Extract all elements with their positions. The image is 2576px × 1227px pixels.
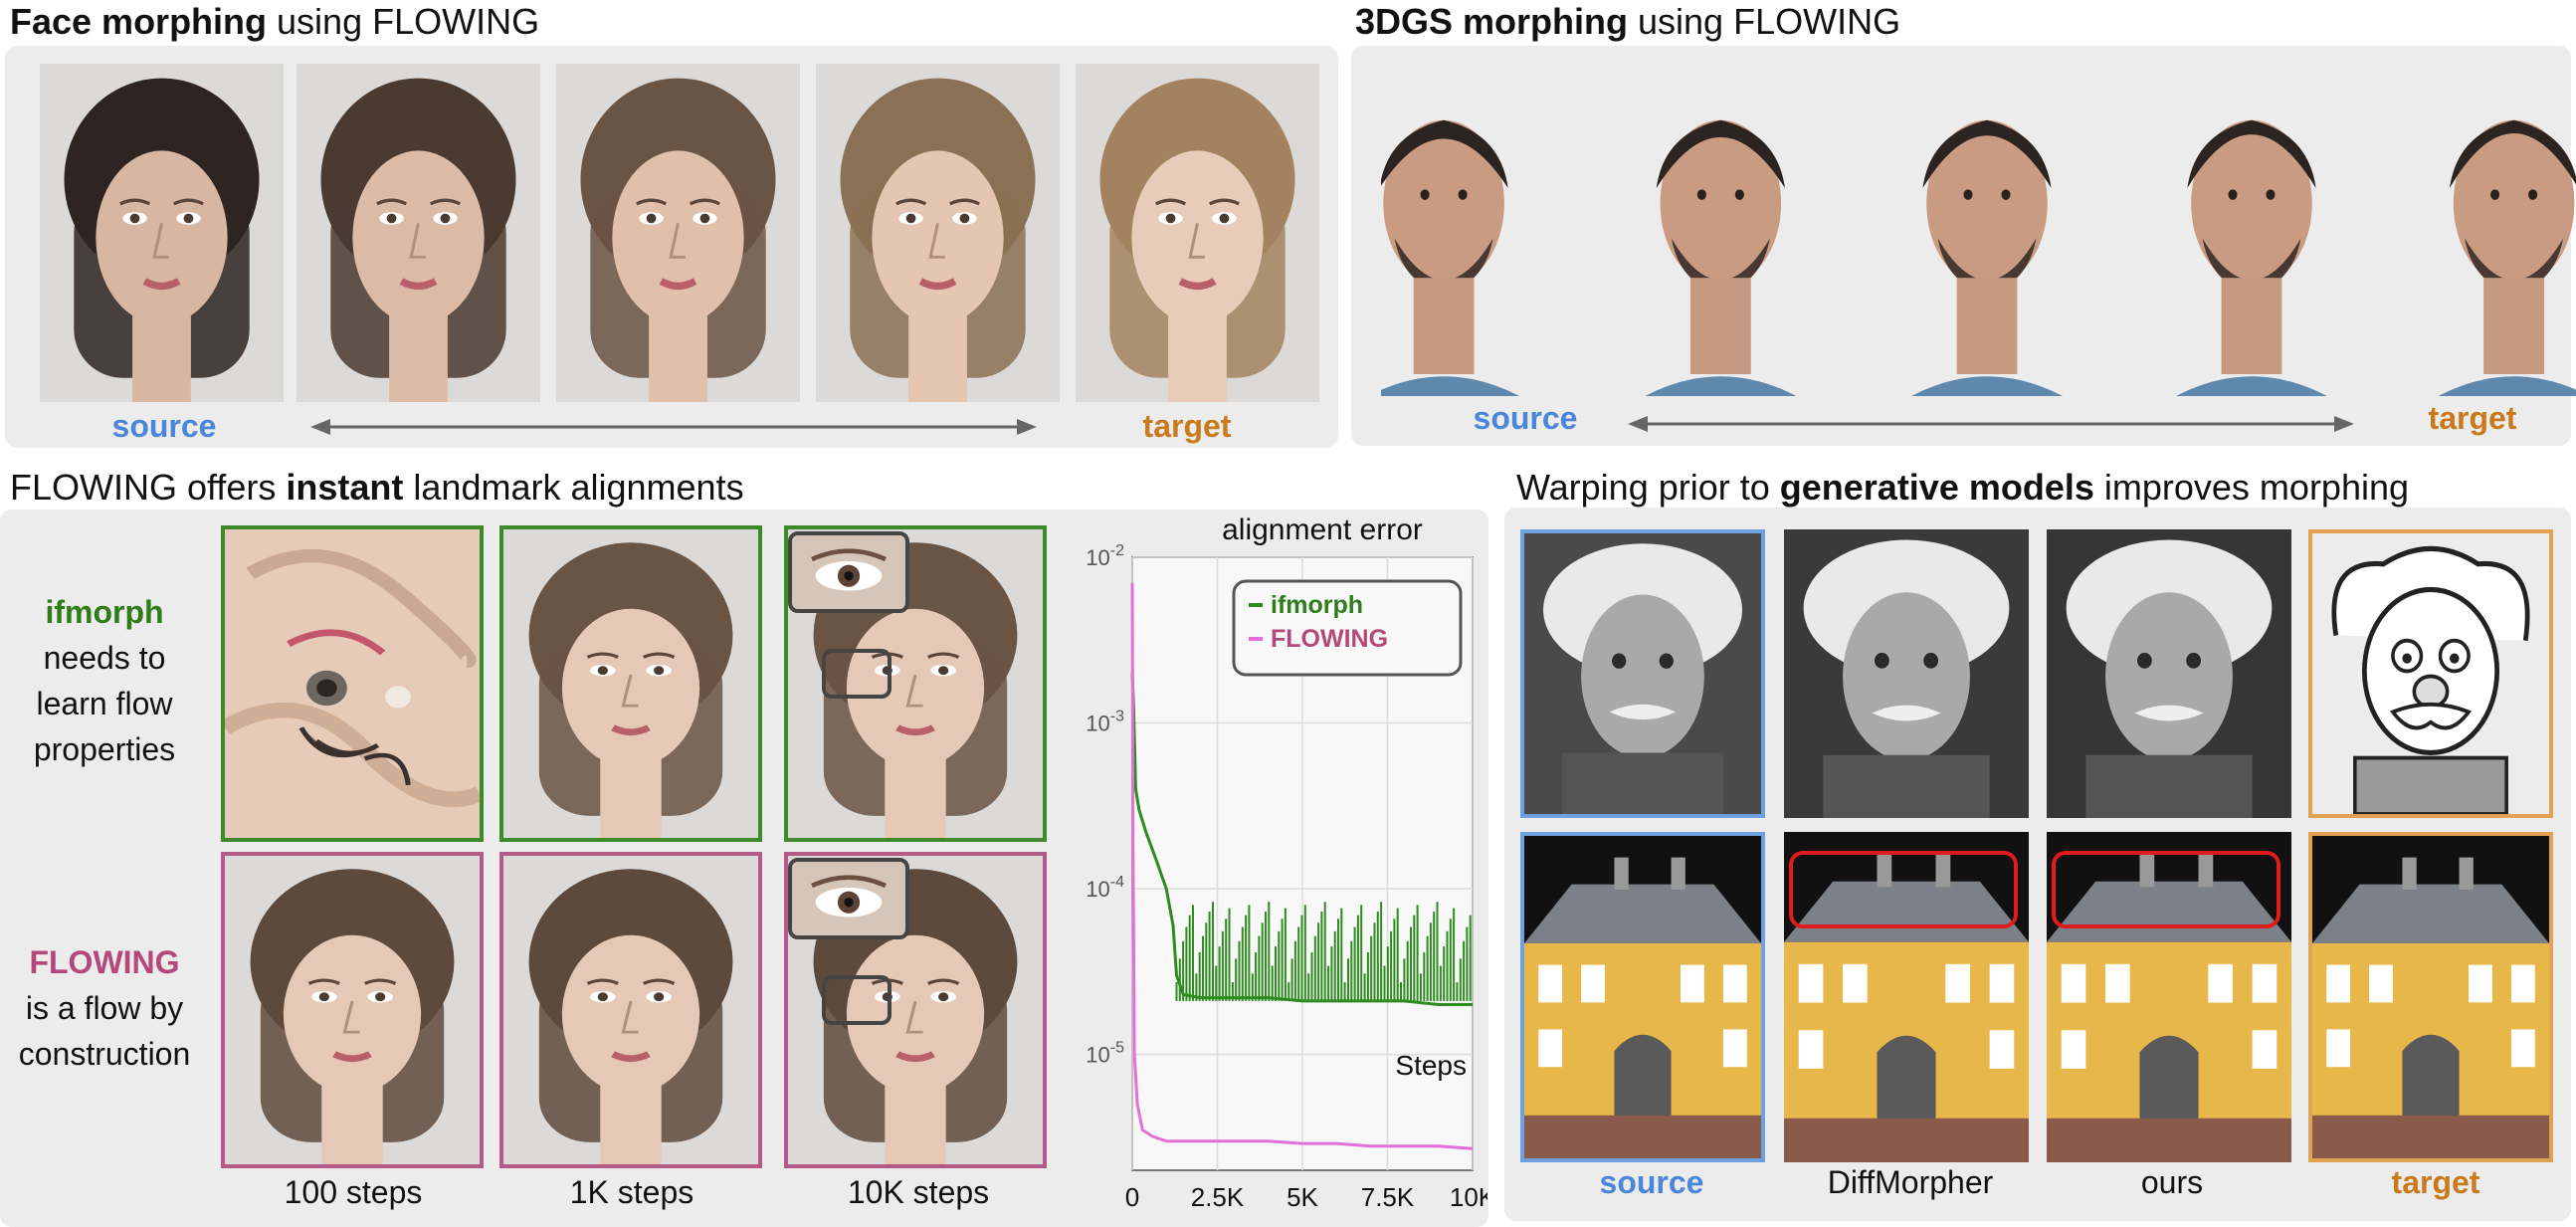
face-morph-frame-4 [816, 64, 1060, 402]
house-target [2308, 832, 2553, 1162]
house-diffmorpher [1784, 832, 2029, 1162]
ifmorph-image-100 [221, 525, 484, 842]
y-tick-label-2: 10-4 [1086, 874, 1124, 902]
ifmorph-row-caption: ifmorph needs to learn flow properties [5, 589, 204, 772]
ifmorph-desc-3: properties [33, 731, 176, 767]
face-target-label: target [1142, 408, 1232, 444]
gen-target-label: target [2391, 1164, 2480, 1200]
einstein-diffmorpher [1784, 529, 2029, 818]
gen-source-label: source [1599, 1164, 1704, 1200]
highlight-box-diffmorpher [1789, 851, 2018, 928]
y-tick-label-1: 10-3 [1086, 709, 1124, 736]
series-noise-ifmorph [1175, 902, 1472, 1001]
chart-title: alignment error [1222, 513, 1423, 546]
gen-ours-label: ours [2140, 1164, 2204, 1200]
3dgs-head-frame-2 [1637, 68, 1826, 396]
x-tick-label-1: 2.5K [1191, 1182, 1245, 1212]
x-tick-label-4: 10K [1450, 1182, 1487, 1212]
3dgs-head-frame-3 [1892, 68, 2081, 396]
3dgs-head-frame-5 [2393, 68, 2576, 396]
einstein-ours [2047, 529, 2291, 818]
alignment-title: FLOWING offers instant landmark alignmen… [10, 467, 744, 508]
einstein-target [2308, 529, 2553, 818]
flowing-name: FLOWING [29, 944, 180, 980]
flowing-eye-zoom-inset [788, 858, 909, 939]
3dgs-morph-double-arrow [1628, 416, 2354, 432]
flowing-desc-1: is a flow by [25, 990, 184, 1026]
flowing-eye-zoom-region [822, 975, 892, 1025]
face-morph-frame-5 [1076, 64, 1319, 402]
legend-box [1232, 579, 1463, 677]
y-tick-label-3: 10-5 [1086, 1040, 1124, 1068]
3dgs-target-label: target [2428, 400, 2517, 436]
face-morph-frame-3 [556, 64, 800, 402]
face-morph-frame-2 [297, 64, 540, 402]
flowing-row-caption: FLOWING is a flow by construction [0, 939, 209, 1077]
flowing-desc-2: construction [18, 1036, 191, 1072]
face-morph-frame-1 [40, 64, 284, 402]
face-source-label: source [111, 408, 217, 444]
ifmorph-eye-zoom-region [822, 649, 892, 699]
ifmorph-eye-zoom-inset [788, 531, 909, 613]
face-morphing-title: Face morphing using FLOWING [10, 1, 540, 42]
x-tick-label-3: 7.5K [1361, 1182, 1415, 1212]
col-label-100-steps: 100 steps [284, 1174, 423, 1210]
ifmorph-desc-2: learn flow [36, 686, 173, 721]
col-label-1k-steps: 1K steps [569, 1174, 694, 1210]
legend-label-flowing: FLOWING [1271, 625, 1388, 653]
3dgs-source-label: source [1473, 400, 1578, 436]
flowing-image-1k [499, 852, 762, 1168]
alignment-error-chart: alignment error 0 2.5K 5K 7.5K 10K 10-2 10-3 10-… [1086, 513, 1487, 1212]
col-label-10k-steps: 10K steps [847, 1174, 990, 1210]
ifmorph-name: ifmorph [45, 594, 164, 630]
legend-label-ifmorph: ifmorph [1271, 591, 1363, 619]
generative-title: Warping prior to generative models impro… [1516, 467, 2410, 508]
flowing-image-100 [221, 852, 484, 1168]
y-tick-label-0: 10-2 [1086, 542, 1124, 570]
3dgs-head-frame-1 [1381, 68, 1570, 396]
x-axis-label: Steps [1395, 1050, 1467, 1081]
x-tick-label-0: 0 [1125, 1182, 1139, 1212]
series-line-flowing [1130, 582, 1474, 1150]
face-morph-double-arrow [310, 419, 1037, 435]
gen-diffmorpher-label: DiffMorpher [1827, 1164, 1994, 1200]
x-tick-label-2: 5K [1287, 1182, 1318, 1212]
ifmorph-desc-1: needs to [43, 640, 166, 676]
einstein-source [1520, 529, 1765, 818]
highlight-box-ours [2052, 851, 2280, 928]
ifmorph-image-1k [499, 525, 762, 842]
3dgs-head-frame-4 [2149, 68, 2338, 396]
house-source [1520, 832, 1765, 1162]
3dgs-morphing-title: 3DGS morphing using FLOWING [1355, 1, 1901, 42]
